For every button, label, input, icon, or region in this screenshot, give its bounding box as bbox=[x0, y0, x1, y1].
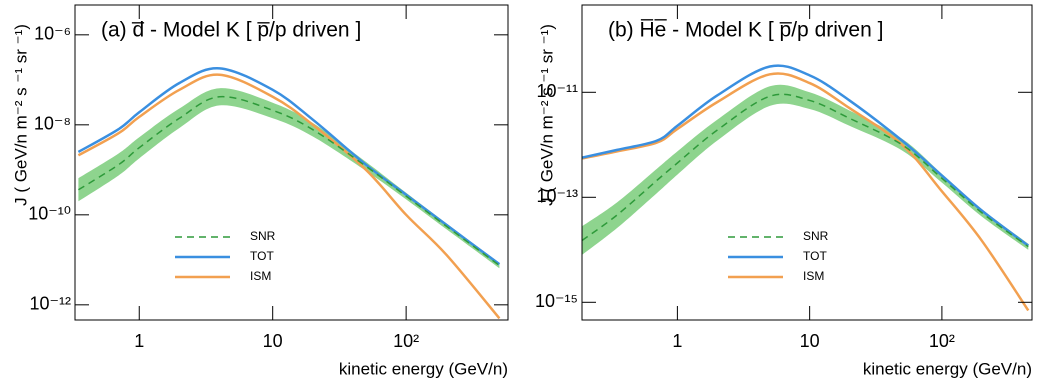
legend-label: SNR bbox=[250, 229, 276, 243]
y-tick-label: 10⁻⁶ bbox=[34, 24, 71, 44]
x-axis-label: kinetic energy (GeV/n) bbox=[863, 359, 1032, 378]
plot-frame bbox=[581, 4, 1033, 321]
legend-label: ISM bbox=[803, 269, 824, 283]
x-axis-label: kinetic energy (GeV/n) bbox=[339, 359, 508, 378]
panel: 1 10 10² 10⁻¹⁵ 10⁻¹³ 10⁻¹¹ kinetic energy (GeV… bbox=[535, 4, 1033, 378]
plot-area bbox=[582, 64, 1030, 312]
y-axis-label: J ( GeV/n m⁻² s ⁻¹ sr ⁻¹) bbox=[11, 24, 30, 206]
x-tick-label: 10 bbox=[263, 331, 283, 351]
error-band bbox=[78, 88, 500, 269]
chart-title: (a) d̅ - Model K [ p̅/p driven ] bbox=[101, 19, 361, 42]
panel: 1 10 10² 10⁻¹² 10⁻¹⁰ 10⁻⁸ 10⁻⁶ kinetic energy (… bbox=[11, 4, 509, 378]
error-band bbox=[582, 84, 1029, 255]
series-line bbox=[582, 72, 1030, 312]
series-line bbox=[582, 93, 1029, 248]
x-tick-label: 10 bbox=[800, 331, 820, 351]
chart-title: (b) H̅e̅ - Model K [ p̅/p driven ] bbox=[608, 19, 883, 42]
x-tick-label: 10² bbox=[929, 331, 955, 351]
legend-label: TOT bbox=[803, 249, 827, 263]
series-line bbox=[78, 96, 500, 267]
series-line bbox=[77, 67, 501, 266]
y-axis-label: J ( GeV/n m⁻² s ⁻¹ sr ⁻¹) bbox=[537, 24, 556, 206]
plot-frame bbox=[74, 4, 509, 321]
y-tick-label: 10⁻¹¹ bbox=[536, 81, 578, 101]
y-tick-label: 10⁻¹³ bbox=[536, 186, 578, 206]
y-tick-label: 10⁻⁸ bbox=[34, 114, 71, 134]
x-tick-label: 1 bbox=[134, 331, 144, 351]
x-tick-label: 1 bbox=[672, 331, 682, 351]
series-line bbox=[77, 73, 501, 320]
series-line bbox=[582, 64, 1030, 247]
x-tick-label: 10² bbox=[393, 331, 419, 351]
legend-label: TOT bbox=[250, 249, 274, 263]
legend-label: SNR bbox=[803, 229, 829, 243]
y-tick-label: 10⁻¹² bbox=[29, 294, 71, 314]
plot-area bbox=[77, 67, 501, 320]
legend-label: ISM bbox=[250, 269, 271, 283]
y-tick-label: 10⁻¹⁵ bbox=[535, 291, 578, 311]
y-tick-label: 10⁻¹⁰ bbox=[28, 204, 71, 224]
